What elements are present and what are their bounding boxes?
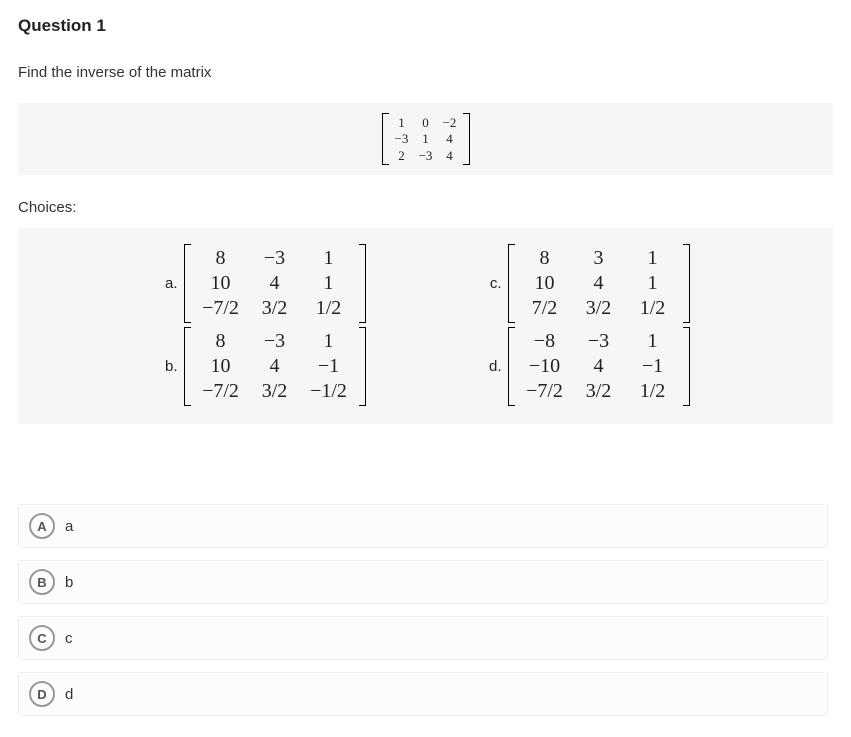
matrix-cell: −1 bbox=[318, 354, 339, 379]
matrix-cell: 0 bbox=[422, 115, 429, 131]
matrix-cell: 1/2 bbox=[316, 296, 342, 321]
matrix-cell: −7/2 bbox=[202, 296, 239, 321]
matrix-cell: 3/2 bbox=[586, 296, 612, 321]
matrix-cell: 3/2 bbox=[586, 379, 612, 404]
matrix-cell: −7/2 bbox=[526, 379, 563, 404]
choices-block: a. 8 −3 1 10 4 1 −7/2 3/2 1/2 c. bbox=[18, 228, 833, 424]
matrix-cell: 1 bbox=[422, 131, 429, 147]
question-title: Question 1 bbox=[18, 16, 833, 36]
matrix-cell: 10 bbox=[211, 271, 231, 296]
option-label: b bbox=[65, 574, 73, 591]
matrix-cell: 3/2 bbox=[262, 296, 288, 321]
matrix-cell: 1 bbox=[324, 271, 334, 296]
matrix-cell: 2 bbox=[398, 148, 405, 164]
option-label: a bbox=[65, 518, 73, 535]
matrix-cell: −7/2 bbox=[202, 379, 239, 404]
matrix-cell: 4 bbox=[446, 131, 453, 147]
matrix-cell: −1 bbox=[642, 354, 663, 379]
matrix-cell: 1 bbox=[398, 115, 405, 131]
matrix-cell: 7/2 bbox=[532, 296, 558, 321]
matrix-cell: 4 bbox=[446, 148, 453, 164]
matrix-cell: 1 bbox=[324, 246, 334, 271]
choice-b: b. 8 −3 1 10 4 −1 −7/2 3/2 −1/2 bbox=[162, 327, 366, 406]
matrix-cell: 4 bbox=[270, 271, 280, 296]
matrix-cell: −3 bbox=[419, 148, 433, 164]
option-label: d bbox=[65, 686, 73, 703]
bracket-left bbox=[508, 327, 515, 406]
matrix-cell: 4 bbox=[594, 271, 604, 296]
option-c[interactable]: C c bbox=[18, 616, 828, 660]
choice-c: c. 8 3 1 10 4 1 7/2 3/2 1/2 bbox=[486, 244, 690, 323]
main-matrix-block: 1 0 −2 −3 1 4 2 −3 4 bbox=[18, 103, 833, 175]
choice-letter: c. bbox=[486, 275, 502, 292]
matrix-cell: 10 bbox=[211, 354, 231, 379]
option-label: c bbox=[65, 630, 73, 647]
matrix-cell: −10 bbox=[529, 354, 560, 379]
bracket-left bbox=[508, 244, 515, 323]
answer-options: A a B b C c D d bbox=[18, 504, 833, 716]
matrix-cell: −8 bbox=[534, 329, 555, 354]
matrix-cell: −2 bbox=[443, 115, 457, 131]
option-key-circle: A bbox=[29, 513, 55, 539]
main-matrix: 1 0 −2 −3 1 4 2 −3 4 bbox=[382, 113, 470, 166]
choice-letter: a. bbox=[162, 275, 178, 292]
matrix-cell: 1 bbox=[648, 246, 658, 271]
matrix-cell: 3/2 bbox=[262, 379, 288, 404]
bracket-left bbox=[184, 327, 191, 406]
choice-matrix-d: −8 −3 1 −10 4 −1 −7/2 3/2 1/2 bbox=[508, 327, 690, 406]
choice-a: a. 8 −3 1 10 4 1 −7/2 3/2 1/2 bbox=[162, 244, 366, 323]
matrix-cell: −1/2 bbox=[310, 379, 347, 404]
choice-letter: b. bbox=[162, 358, 178, 375]
option-key-circle: C bbox=[29, 625, 55, 651]
bracket-left bbox=[184, 244, 191, 323]
bracket-left bbox=[382, 113, 387, 166]
matrix-cell: 1/2 bbox=[640, 379, 666, 404]
bracket-right bbox=[359, 327, 366, 406]
option-b[interactable]: B b bbox=[18, 560, 828, 604]
option-key-circle: D bbox=[29, 681, 55, 707]
matrix-cell: 10 bbox=[535, 271, 555, 296]
choice-matrix-b: 8 −3 1 10 4 −1 −7/2 3/2 −1/2 bbox=[184, 327, 366, 406]
bracket-right bbox=[465, 113, 470, 166]
matrix-cell: −3 bbox=[264, 329, 285, 354]
option-d[interactable]: D d bbox=[18, 672, 828, 716]
question-prompt: Find the inverse of the matrix bbox=[18, 64, 833, 81]
choice-d: d. −8 −3 1 −10 4 −1 −7/2 3/2 1/2 bbox=[486, 327, 690, 406]
matrix-cell: −3 bbox=[588, 329, 609, 354]
matrix-cell: 4 bbox=[594, 354, 604, 379]
matrix-cell: 1/2 bbox=[640, 296, 666, 321]
matrix-cell: 8 bbox=[216, 246, 226, 271]
choices-label: Choices: bbox=[18, 199, 833, 216]
choice-matrix-c: 8 3 1 10 4 1 7/2 3/2 1/2 bbox=[508, 244, 690, 323]
option-key-circle: B bbox=[29, 569, 55, 595]
bracket-right bbox=[683, 327, 690, 406]
matrix-cell: 4 bbox=[270, 354, 280, 379]
matrix-cell: 3 bbox=[594, 246, 604, 271]
choice-matrix-a: 8 −3 1 10 4 1 −7/2 3/2 1/2 bbox=[184, 244, 366, 323]
matrix-cell: −3 bbox=[395, 131, 409, 147]
matrix-cell: 1 bbox=[648, 329, 658, 354]
matrix-cell: −3 bbox=[264, 246, 285, 271]
matrix-cell: 8 bbox=[540, 246, 550, 271]
choice-letter: d. bbox=[486, 358, 502, 375]
option-a[interactable]: A a bbox=[18, 504, 828, 548]
matrix-cell: 8 bbox=[216, 329, 226, 354]
matrix-cell: 1 bbox=[648, 271, 658, 296]
bracket-right bbox=[359, 244, 366, 323]
bracket-right bbox=[683, 244, 690, 323]
matrix-cell: 1 bbox=[324, 329, 334, 354]
